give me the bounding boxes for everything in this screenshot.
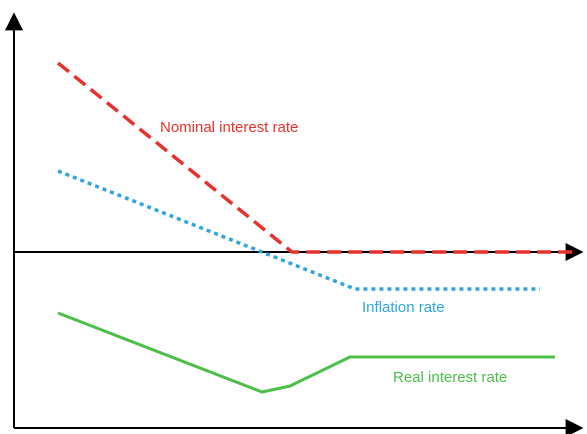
series-layer — [56, 61, 577, 394]
real-interest-rate-label: Real interest rate — [393, 369, 507, 386]
real-interest-rate-line — [57, 311, 555, 394]
nominal-interest-rate-label: Nominal interest rate — [160, 119, 298, 136]
inflation-rate-line — [57, 169, 540, 291]
inflation-rate-label: Inflation rate — [362, 299, 445, 316]
nominal-interest-rate-line — [56, 61, 577, 254]
